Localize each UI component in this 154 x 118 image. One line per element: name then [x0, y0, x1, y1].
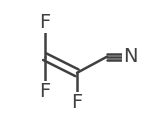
Text: F: F	[39, 82, 50, 101]
Text: F: F	[71, 93, 83, 112]
Text: F: F	[39, 13, 50, 32]
Text: N: N	[123, 47, 137, 66]
